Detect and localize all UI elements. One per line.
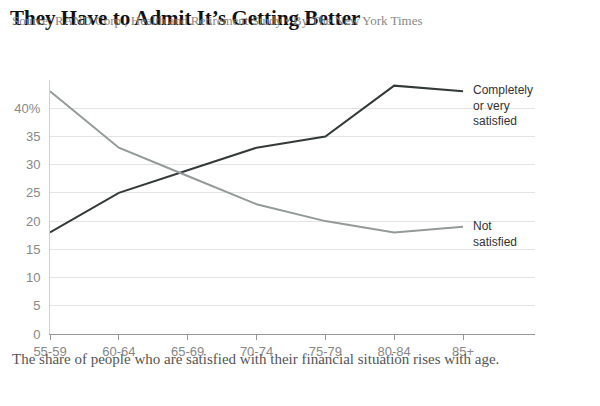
svg-text:30: 30: [26, 157, 40, 172]
svg-text:Completelyor verysatisfied: Completelyor verysatisfied: [473, 83, 533, 128]
svg-text:Source: RAND Corp., Health and: Source: RAND Corp., Health and Retiremen…: [12, 13, 423, 28]
svg-text:35: 35: [26, 129, 40, 144]
svg-text:25: 25: [26, 185, 40, 200]
svg-text:Notsatisfied: Notsatisfied: [473, 219, 517, 249]
svg-text:5: 5: [33, 298, 40, 313]
svg-text:85+: 85+: [452, 344, 474, 359]
svg-text:70-74: 70-74: [240, 344, 273, 359]
svg-text:40%: 40%: [14, 101, 40, 116]
svg-text:20: 20: [26, 214, 40, 229]
svg-text:75-79: 75-79: [309, 344, 342, 359]
svg-text:60-64: 60-64: [102, 344, 135, 359]
svg-text:65-69: 65-69: [171, 344, 204, 359]
svg-text:0: 0: [33, 327, 40, 342]
svg-text:15: 15: [26, 242, 40, 257]
svg-text:80-84: 80-84: [378, 344, 411, 359]
svg-text:55-59: 55-59: [33, 344, 66, 359]
svg-text:They Have to Admit It’s Gettin: They Have to Admit It’s Getting Better: [10, 6, 360, 30]
svg-text:10: 10: [26, 270, 40, 285]
svg-text:The share of people who are sa: The share of people who are satisfied wi…: [12, 351, 499, 367]
